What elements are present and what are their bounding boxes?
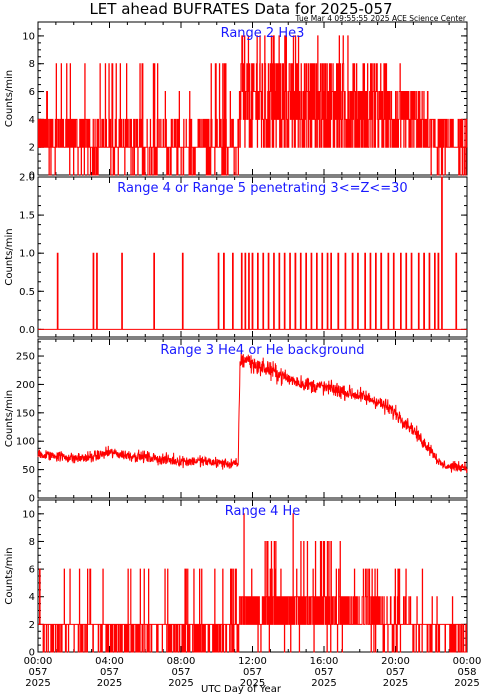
y-tick-label: 2.0 [19, 173, 35, 184]
x-tick-label: 057 [100, 667, 119, 678]
y-tick-label: 10 [22, 31, 35, 42]
x-tick-label: 12:00 [238, 656, 267, 667]
panel-title: Range 4 or Range 5 penetrating 3<=Z<=30 [117, 181, 407, 196]
series-line [37, 352, 468, 473]
panel-4: 0 2 4 6 8 10 Counts/min Range 4 He [4, 499, 468, 659]
panel-3: 0 50 100 150 200 250 Counts/min Range 3 He4 or … [4, 338, 468, 505]
y-tick-label: 4 [29, 115, 35, 126]
y-tick-label: 2 [29, 143, 35, 154]
y-tick-label: 1.5 [19, 211, 35, 222]
y-tick-label: 2 [29, 620, 35, 631]
series-line [37, 35, 468, 176]
y-tick-label: 6 [29, 565, 35, 576]
x-tick-label: 2025 [25, 678, 50, 689]
y-tick-label: 100 [16, 437, 35, 448]
x-tick-label: 2025 [454, 678, 479, 689]
y-tick-label: 0.0 [19, 325, 35, 336]
x-tick-label: 16:00 [310, 656, 339, 667]
panel-title: Range 2 He3 [221, 26, 305, 41]
y-tick-label: 50 [22, 465, 35, 476]
x-tick-label: 057 [171, 667, 190, 678]
y-tick-label: 1.0 [19, 249, 35, 260]
y-axis-label: Counts/min [4, 547, 15, 604]
x-tick-label: 2025 [97, 678, 122, 689]
y-tick-label: 8 [29, 537, 35, 548]
x-tick-label: 2025 [240, 678, 265, 689]
series-line [38, 176, 467, 330]
panel-title: Range 4 He [225, 504, 301, 519]
x-tick-label: 08:00 [167, 656, 196, 667]
x-tick-label: 00:00 [24, 656, 53, 667]
x-tick-label: 057 [243, 667, 262, 678]
x-tick-label: 04:00 [95, 656, 124, 667]
panel-2: 0.0 0.5 1.0 1.5 2.0 Counts/min Range 4 or Rang… [4, 173, 468, 338]
y-tick-label: 0.5 [19, 287, 35, 298]
x-tick-label: 2025 [168, 678, 193, 689]
y-tick-label: 0 [29, 171, 35, 182]
generation-timestamp: Tue Mar 4 09:55:55 2025 ACE Science Cent… [295, 14, 466, 23]
x-tick-label: 2025 [383, 678, 408, 689]
y-tick-label: 0 [29, 494, 35, 505]
x-tick-label: 057 [28, 667, 47, 678]
y-tick-label: 200 [16, 380, 35, 391]
y-tick-label: 8 [29, 59, 35, 70]
panel-1: 0 2 4 6 8 10 Counts/min Range 2 He3 [4, 21, 468, 182]
x-tick-label: 057 [386, 667, 405, 678]
y-axis-label: Counts/min [4, 70, 15, 127]
x-tick-label: 2025 [311, 678, 336, 689]
x-axis-label: UTC Day of Year [201, 684, 281, 695]
y-axis-label: Counts/min [4, 228, 15, 285]
y-tick-label: 6 [29, 87, 35, 98]
panel-title: Range 3 He4 or He background [160, 343, 364, 358]
y-tick-label: 0 [29, 648, 35, 659]
x-tick-label: 00:00 [453, 656, 482, 667]
series-line [38, 513, 467, 653]
y-axis-label: Counts/min [4, 390, 15, 447]
y-tick-label: 250 [16, 352, 35, 363]
x-tick-label: 057 [314, 667, 333, 678]
x-tick-label: 20:00 [381, 656, 410, 667]
chart-title: LET ahead BUFRATES Data for 2025-057 [89, 0, 393, 18]
y-tick-label: 10 [22, 509, 35, 520]
y-tick-label: 4 [29, 592, 35, 603]
x-tick-label: 058 [457, 667, 476, 678]
y-tick-label: 150 [16, 408, 35, 419]
